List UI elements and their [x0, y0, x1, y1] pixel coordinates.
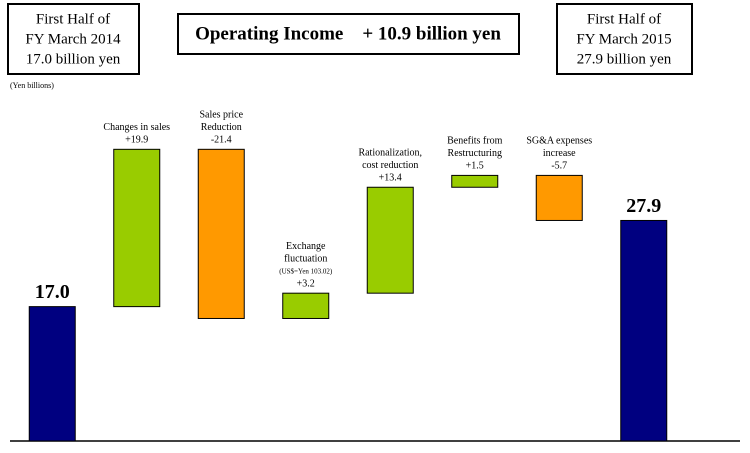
end-box: [556, 3, 693, 75]
category-label: increase: [543, 148, 576, 159]
bar: [28, 306, 76, 442]
end-note: First Half of: [587, 11, 661, 27]
category-label: (US$=Yen 103.02): [279, 267, 333, 275]
bar: [366, 186, 414, 294]
bar: [197, 148, 245, 319]
category-label: Changes in sales: [103, 122, 170, 133]
category-label: Restructuring: [448, 148, 502, 159]
category-label: Sales price: [199, 110, 243, 121]
value-label: +3.2: [297, 278, 315, 289]
value-label: -5.7: [551, 161, 567, 172]
category-label: Rationalization,: [358, 148, 422, 159]
bar: [535, 174, 583, 221]
bar: [451, 174, 499, 188]
chart-title: Operating Income + 10.9 billion yen: [195, 23, 501, 44]
unit-label: (Yen billions): [10, 81, 54, 90]
end-note: FY March 2015: [576, 31, 671, 47]
value-label: +1.5: [466, 161, 484, 172]
start-box: [7, 3, 140, 75]
end-note: 27.9 billion yen: [577, 51, 672, 67]
category-label: fluctuation: [284, 253, 327, 264]
category-label: cost reduction: [362, 160, 418, 171]
category-label: SG&A expenses: [526, 136, 592, 147]
category-label: Benefits from: [447, 136, 502, 147]
category-label: Reduction: [201, 122, 242, 133]
title-box: [177, 13, 520, 55]
category-label: Exchange: [286, 241, 326, 252]
value-label: +19.9: [125, 135, 148, 146]
start-note: FY March 2014: [25, 31, 121, 47]
start-note: First Half of: [36, 11, 110, 27]
value-label: 17.0: [35, 281, 70, 303]
bar: [620, 219, 668, 442]
bar: [282, 292, 330, 319]
value-label: +13.4: [379, 173, 402, 184]
bar: [113, 148, 161, 308]
value-label: -21.4: [211, 135, 232, 146]
start-note: 17.0 billion yen: [26, 51, 121, 67]
value-label: 27.9: [626, 195, 661, 217]
